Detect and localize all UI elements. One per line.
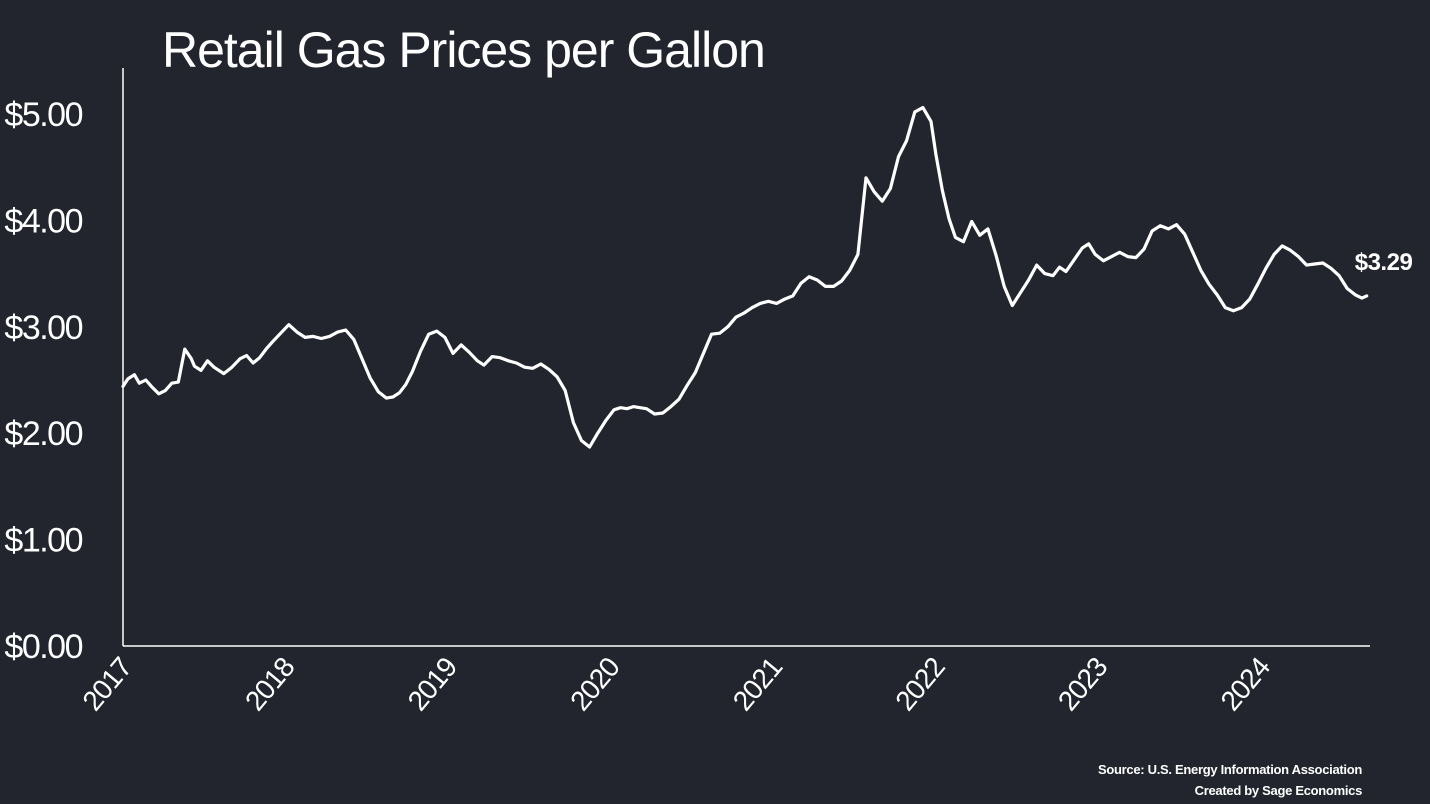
y-tick-label-3: $3.00 <box>4 309 82 347</box>
y-tick-label-5: $5.00 <box>4 96 82 134</box>
last-value-label: $3.29 <box>1355 249 1413 276</box>
source-note: Source: U.S. Energy Information Associat… <box>1098 762 1362 777</box>
y-tick-label-0: $0.00 <box>4 628 82 666</box>
series-group <box>121 106 1369 449</box>
y-tick-label-1: $1.00 <box>4 522 82 560</box>
series-line-0 <box>121 106 1369 449</box>
y-tick-label-2: $2.00 <box>4 415 82 453</box>
y-axis-ticks: $0.00 $1.00 $2.00 $3.00 $4.00 $5.00 <box>4 96 84 666</box>
credit-note: Created by Sage Economics <box>1194 783 1363 798</box>
y-tick-label-4: $4.00 <box>4 202 82 240</box>
chart-title: Retail Gas Prices per Gallon <box>162 22 765 78</box>
